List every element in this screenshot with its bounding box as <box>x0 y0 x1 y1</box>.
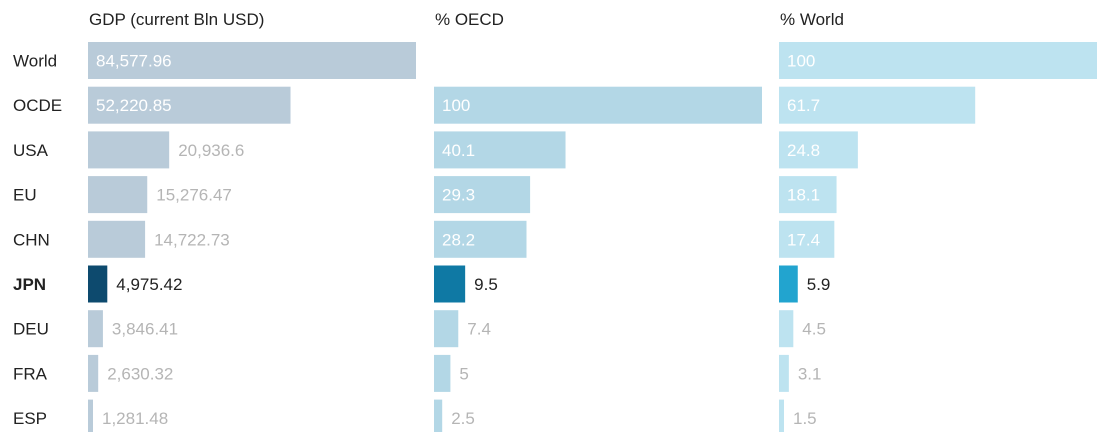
value-label-s2-jpn: 5.9 <box>807 275 831 294</box>
bar-s1-eu <box>434 176 531 214</box>
bar-s0-world <box>88 42 416 79</box>
bar-s1-ocde <box>434 86 762 124</box>
bar-s0-usa <box>88 131 170 169</box>
bar-s2-world <box>779 42 1097 79</box>
value-label-s0-ocde: 52,220.85 <box>96 96 172 115</box>
value-label-s2-ocde: 61.7 <box>787 96 820 115</box>
value-label-s2-usa: 24.8 <box>787 141 820 160</box>
category-label-jpn: JPN <box>13 275 46 294</box>
category-label-esp: ESP <box>13 409 47 428</box>
bar-s0-chn <box>88 220 146 258</box>
bar-s0-eu <box>88 176 148 214</box>
bar-s1-chn <box>434 220 527 258</box>
category-label-fra: FRA <box>13 364 48 383</box>
value-label-s1-chn: 28.2 <box>442 230 475 249</box>
bar-s1-fra <box>434 354 451 392</box>
panel-header-world: % World <box>780 10 844 29</box>
bar-s1-deu <box>434 310 459 348</box>
category-label-chn: CHN <box>13 230 50 249</box>
value-label-s2-chn: 17.4 <box>787 230 820 249</box>
value-label-s1-deu: 7.4 <box>467 320 491 339</box>
category-label-deu: DEU <box>13 320 49 339</box>
value-label-s1-usa: 40.1 <box>442 141 475 160</box>
category-labels: World OCDE USA EU CHN JPN DEU FRA ESP <box>13 52 62 429</box>
bar-s2-eu <box>779 176 837 214</box>
value-label-s2-eu: 18.1 <box>787 186 820 205</box>
value-label-s2-esp: 1.5 <box>793 409 817 428</box>
value-label-s0-deu: 3,846.41 <box>112 320 178 339</box>
bar-s0-fra <box>88 354 99 392</box>
value-labels: 84,577.96 52,220.85 20,936.6 15,276.47 14,72… <box>96 52 830 429</box>
panel-headers: GDP (current Bln USD) % OECD % World <box>89 10 844 29</box>
bar-s0-ocde <box>88 86 291 124</box>
value-label-s2-fra: 3.1 <box>798 364 822 383</box>
category-label-world: World <box>13 52 57 71</box>
bars <box>88 42 1097 432</box>
bar-s1-jpn <box>434 265 466 303</box>
bar-s0-jpn <box>88 265 108 303</box>
bar-s2-fra <box>779 354 789 392</box>
bar-s1-usa <box>434 131 566 169</box>
category-label-eu: EU <box>13 186 37 205</box>
value-label-s1-ocde: 100 <box>442 96 470 115</box>
value-label-s2-deu: 4.5 <box>802 320 826 339</box>
panel-header-oecd: % OECD <box>435 10 504 29</box>
value-label-s1-jpn: 9.5 <box>474 275 498 294</box>
category-label-ocde: OCDE <box>13 96 62 115</box>
bar-s2-esp <box>779 399 784 432</box>
bar-s2-usa <box>779 131 858 169</box>
value-label-s2-world: 100 <box>787 52 815 71</box>
value-label-s0-world: 84,577.96 <box>96 52 172 71</box>
bar-s2-ocde <box>779 86 976 124</box>
bar-s2-chn <box>779 220 835 258</box>
value-label-s0-chn: 14,722.73 <box>154 230 230 249</box>
bar-s1-esp <box>434 399 443 432</box>
panel-header-gdp: GDP (current Bln USD) <box>89 10 264 29</box>
value-label-s1-esp: 2.5 <box>451 409 475 428</box>
value-label-s1-eu: 29.3 <box>442 186 475 205</box>
value-label-s1-fra: 5 <box>459 364 468 383</box>
category-label-usa: USA <box>13 141 49 160</box>
value-label-s0-eu: 15,276.47 <box>156 186 232 205</box>
value-label-s0-jpn: 4,975.42 <box>116 275 182 294</box>
bar-s0-esp <box>88 399 93 432</box>
bar-s2-deu <box>779 310 794 348</box>
bar-s2-jpn <box>779 265 798 303</box>
value-label-s0-usa: 20,936.6 <box>178 141 244 160</box>
value-label-s0-esp: 1,281.48 <box>102 409 168 428</box>
bar-s0-deu <box>88 310 103 348</box>
value-label-s0-fra: 2,630.32 <box>107 364 173 383</box>
